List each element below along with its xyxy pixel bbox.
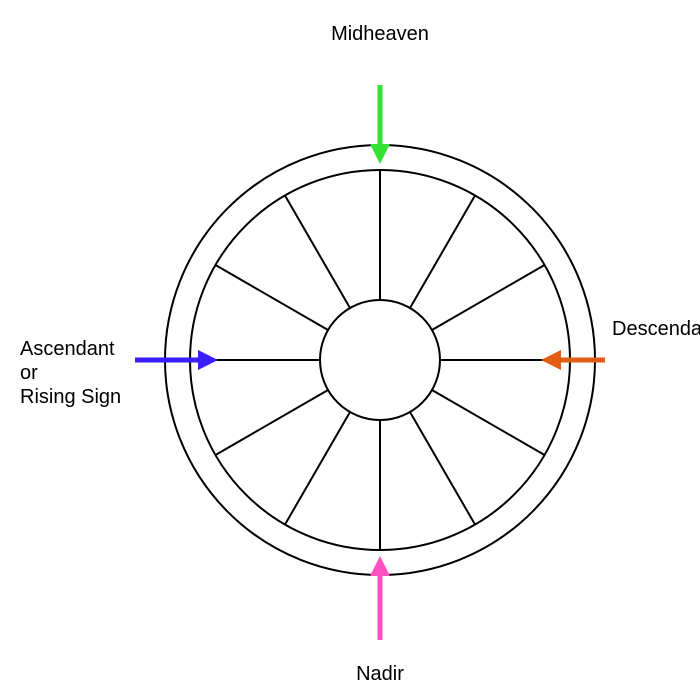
arrow-shaft bbox=[378, 576, 383, 640]
descendant-label: Descendant bbox=[612, 318, 700, 340]
astrology-angles-diagram: Midheaven Nadir AscendantorRising Sign Desc… bbox=[0, 0, 700, 700]
label-line: Rising Sign bbox=[20, 386, 121, 408]
inner-hub bbox=[320, 300, 440, 420]
arrow-shaft bbox=[135, 358, 198, 363]
arrow-head bbox=[370, 556, 390, 576]
label-line: or bbox=[20, 362, 38, 384]
arrow-head bbox=[370, 144, 390, 164]
spoke bbox=[432, 265, 545, 330]
midheaven-label: Midheaven bbox=[331, 23, 429, 45]
label-line: Descendant bbox=[612, 318, 700, 340]
arrow-head bbox=[198, 350, 218, 370]
label-line: Nadir bbox=[356, 663, 404, 685]
label-line: Ascendant bbox=[20, 338, 115, 360]
arrow-shaft bbox=[378, 85, 383, 144]
spoke bbox=[215, 390, 328, 455]
spoke bbox=[285, 195, 350, 308]
arrow-shaft bbox=[561, 358, 605, 363]
ascendant-label: AscendantorRising Sign bbox=[20, 338, 121, 408]
arrow-head bbox=[541, 350, 561, 370]
house-spokes bbox=[190, 170, 570, 550]
nadir-arrow bbox=[370, 556, 390, 640]
spoke bbox=[432, 390, 545, 455]
nadir-label: Nadir bbox=[356, 663, 404, 685]
spoke bbox=[215, 265, 328, 330]
ascendant-arrow bbox=[135, 350, 218, 370]
spoke bbox=[285, 412, 350, 525]
spoke bbox=[410, 412, 475, 525]
spoke bbox=[410, 195, 475, 308]
midheaven-arrow bbox=[370, 85, 390, 164]
label-line: Midheaven bbox=[331, 23, 429, 45]
wheel bbox=[165, 145, 595, 575]
